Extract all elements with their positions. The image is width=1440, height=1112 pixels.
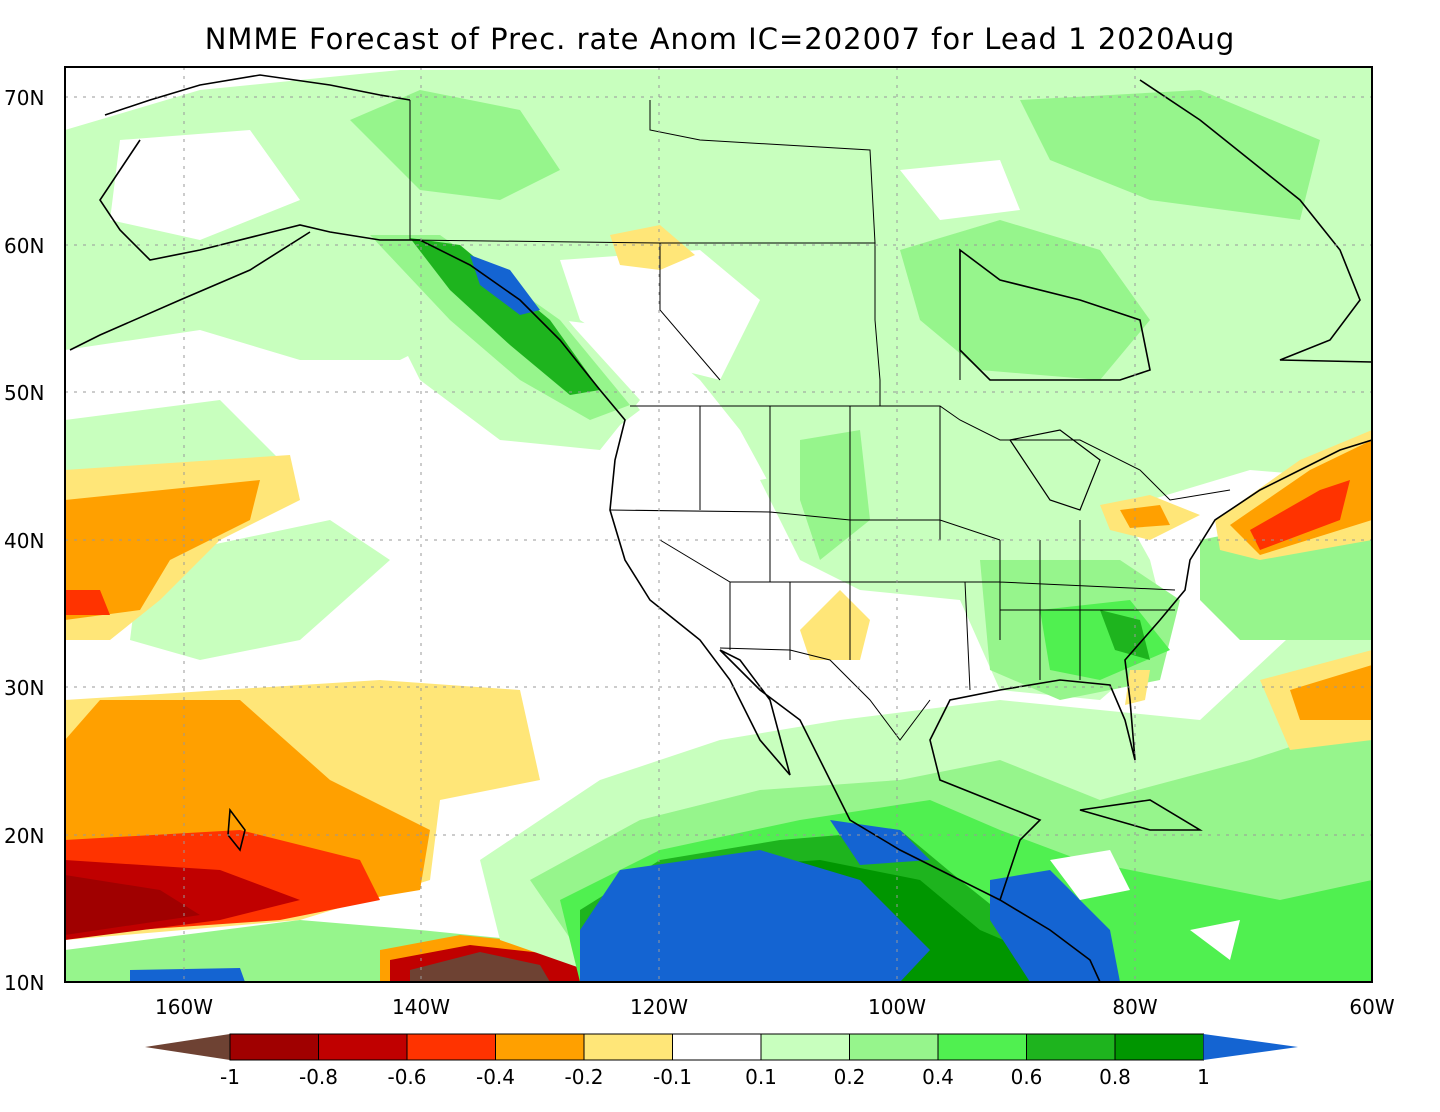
colorbar-label: -0.6: [387, 1065, 426, 1089]
lat-label: 70N: [4, 86, 44, 110]
lat-label: 20N: [4, 824, 44, 848]
colorbar-label: 0.2: [834, 1065, 866, 1089]
colorbar-swatch: [1026, 1033, 1116, 1061]
lon-label: 140W: [392, 995, 450, 1019]
longitude-labels: 160W 140W 120W 100W 80W 60W: [155, 995, 1395, 1019]
political-borders: [409, 100, 1231, 741]
colorbar-swatch: [406, 1033, 496, 1061]
lon-label: 160W: [155, 995, 213, 1019]
colorbar-label: 0.4: [922, 1065, 954, 1089]
lat-label: 40N: [4, 529, 44, 553]
colorbar-label: 0.1: [745, 1065, 777, 1089]
latitude-labels: 70N 60N 50N 40N 30N 20N 10N: [4, 86, 44, 995]
colorbar-swatch: [1114, 1033, 1204, 1061]
map-title: NMME Forecast of Prec. rate Anom IC=2020…: [204, 22, 1236, 56]
colorbar-swatch: [849, 1033, 939, 1061]
colorbar-swatch: [672, 1033, 762, 1061]
colorbar-label: -1: [220, 1065, 240, 1089]
lon-label: 80W: [1112, 995, 1157, 1019]
anomaly-field: [65, 67, 1372, 982]
colorbar-label: -0.1: [653, 1065, 692, 1089]
lat-label: 50N: [4, 381, 44, 405]
plot-frame: [64, 66, 1373, 983]
colorbar-swatch: [229, 1033, 319, 1061]
colorbar-label: -0.4: [476, 1065, 515, 1089]
lat-label: 30N: [4, 676, 44, 700]
lat-label: 60N: [4, 234, 44, 258]
colorbar-swatch: [495, 1033, 585, 1061]
gridlines: [65, 67, 1372, 982]
lon-label: 100W: [868, 995, 926, 1019]
colorbar-swatch: [583, 1033, 673, 1061]
colorbar-label: 1: [1197, 1065, 1210, 1089]
colorbar-label: 0.6: [1011, 1065, 1043, 1089]
lat-label: 10N: [4, 971, 44, 995]
colorbar-swatch: [760, 1033, 850, 1061]
colorbar-swatch: [318, 1033, 408, 1061]
colorbar-high-arrow: [1203, 1034, 1298, 1060]
colorbar-label: -0.8: [299, 1065, 338, 1089]
colorbar-label: 0.8: [1099, 1065, 1131, 1089]
lon-label: 120W: [630, 995, 688, 1019]
colorbar-label: -0.2: [564, 1065, 603, 1089]
colorbar: [145, 1033, 1298, 1061]
colorbar-low-arrow: [145, 1034, 230, 1060]
colorbar-swatch: [937, 1033, 1027, 1061]
colorbar-labels: -1 -0.8 -0.6 -0.4 -0.2 -0.1 0.1 0.2 0.4 …: [220, 1065, 1210, 1089]
lon-label: 60W: [1349, 995, 1394, 1019]
